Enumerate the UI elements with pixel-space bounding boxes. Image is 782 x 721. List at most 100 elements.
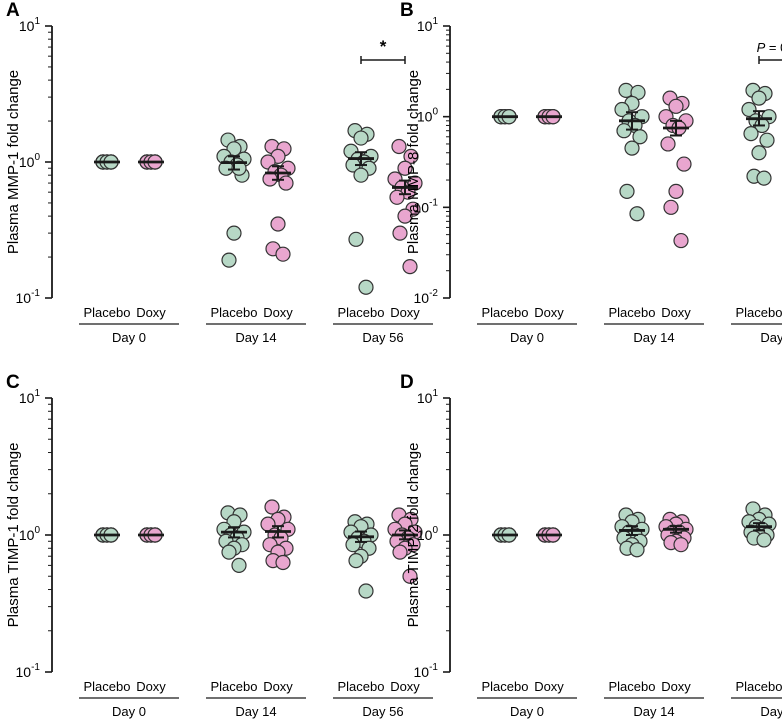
day-label: Day 56	[760, 704, 782, 719]
y-tick-label: 101	[417, 388, 439, 406]
day-label: Day 56	[362, 704, 403, 719]
data-point	[673, 232, 689, 249]
data-point	[676, 156, 692, 172]
data-point	[221, 252, 237, 268]
data-point	[392, 225, 408, 241]
day-label: Day 14	[633, 330, 674, 345]
data-point	[632, 129, 648, 145]
panel-b: B Plasma MMP-8 fold change 101 100 10-1 10-2 P…	[400, 0, 782, 345]
series-placebo-day-14	[614, 507, 650, 558]
group-label: Doxy	[534, 679, 564, 694]
y-tick-label: 10-1	[414, 662, 439, 680]
y-axis-label: Plasma MMP-1 fold change	[5, 70, 22, 254]
series-doxy-day-0	[138, 527, 164, 543]
y-tick-label: 101	[19, 16, 41, 34]
series-placebo-day-56	[741, 82, 777, 186]
y-axis-label: Plasma MMP-8 fold change	[405, 70, 422, 254]
data-point	[759, 132, 775, 148]
data-point	[397, 160, 413, 176]
significance-bracket: *	[360, 37, 406, 64]
group-label: Placebo	[211, 305, 258, 320]
panel-d: D Plasma TIMP-2 fold change 101 100 10-1 Plac…	[400, 372, 782, 719]
series-placebo-day-0	[94, 527, 120, 543]
group-label: Placebo	[482, 305, 529, 320]
series-placebo-day-14	[216, 505, 252, 573]
panel-letter: D	[400, 372, 414, 393]
series-doxy-day-56	[387, 138, 423, 275]
y-tick-label: 100	[19, 525, 41, 543]
series-doxy-day-0	[138, 154, 164, 170]
y-tick-label: 100	[417, 107, 439, 125]
data-point	[756, 170, 772, 186]
data-point	[629, 206, 645, 222]
group-label: Placebo	[736, 679, 782, 694]
data-point	[751, 90, 767, 106]
data-point	[231, 557, 247, 573]
y-tick-label: 100	[19, 152, 41, 170]
data-point	[270, 216, 286, 232]
group-label: Placebo	[609, 305, 656, 320]
group-label: Doxy	[136, 305, 166, 320]
panel-letter: C	[6, 372, 20, 393]
data-point	[397, 208, 413, 224]
group-label: Doxy	[263, 305, 293, 320]
y-tick-label: 10-1	[16, 288, 41, 306]
day-label: Day 14	[235, 704, 276, 719]
series-doxy-day-0	[536, 527, 562, 543]
significance-label: P = 0.06	[757, 40, 782, 55]
series-doxy-day-14	[260, 499, 296, 571]
data-point	[353, 130, 369, 146]
day-label: Day 0	[112, 704, 146, 719]
series-placebo-day-0	[492, 527, 518, 543]
day-label: Day 14	[235, 330, 276, 345]
series-doxy-day-14	[658, 511, 694, 553]
data-point	[221, 544, 237, 560]
panel-letter: A	[6, 0, 20, 21]
day-label: Day 56	[760, 330, 782, 345]
panel-a: A Plasma MMP-1 fold change 101 100 10-1 Place…	[5, 0, 433, 345]
group-label: Placebo	[482, 679, 529, 694]
data-point	[624, 140, 640, 156]
data-point	[743, 126, 759, 142]
series-doxy-day-14	[658, 90, 694, 249]
day-label: Day 0	[510, 704, 544, 719]
data-point	[348, 553, 364, 569]
data-point	[403, 148, 419, 164]
group-label: Placebo	[338, 305, 385, 320]
panel-c: C Plasma TIMP-1 fold change 101 100 10-1 Plac…	[5, 372, 433, 719]
data-point	[358, 583, 374, 599]
data-point	[264, 499, 280, 515]
group-label: Doxy	[534, 305, 564, 320]
significance-bracket: P = 0.06	[757, 40, 782, 64]
data-point	[278, 175, 294, 191]
data-point	[348, 231, 364, 247]
data-point	[616, 123, 632, 139]
data-point	[275, 554, 291, 571]
data-point	[741, 101, 757, 118]
series-doxy-day-0	[536, 109, 562, 125]
group-label: Doxy	[263, 679, 293, 694]
data-point	[358, 279, 374, 295]
group-label: Placebo	[211, 679, 258, 694]
data-point	[756, 532, 772, 548]
significance-label: *	[380, 37, 387, 56]
y-tick-label: 10-1	[414, 197, 439, 215]
data-point	[402, 259, 418, 275]
panel-letter: B	[400, 0, 414, 21]
y-tick-label: 101	[417, 16, 439, 34]
data-point	[663, 199, 679, 215]
data-point	[389, 189, 405, 205]
series-placebo-day-56	[343, 514, 379, 599]
y-axis-label: Plasma TIMP-2 fold change	[405, 443, 422, 628]
y-tick-label: 10-1	[16, 662, 41, 680]
data-point	[391, 138, 407, 155]
data-point	[751, 145, 767, 161]
data-point	[619, 183, 635, 199]
group-label: Doxy	[661, 305, 691, 320]
data-point	[353, 167, 369, 183]
series-placebo-day-14	[614, 82, 650, 222]
day-label: Day 56	[362, 330, 403, 345]
data-point	[402, 568, 418, 584]
series-placebo-day-0	[492, 109, 518, 125]
